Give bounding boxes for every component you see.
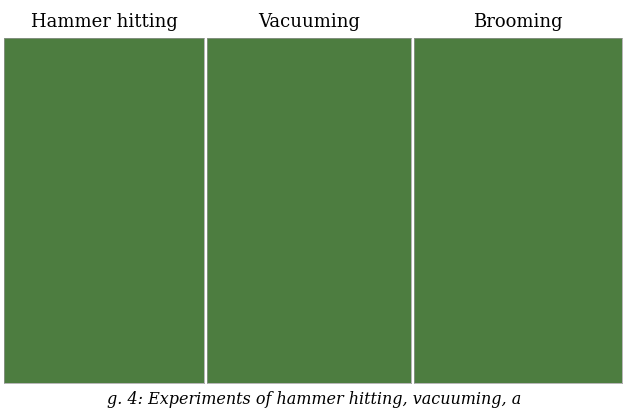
Text: Brooming: Brooming [473,13,563,31]
Text: Hammer hitting: Hammer hitting [31,13,178,31]
Text: Vacuuming: Vacuuming [258,13,360,31]
Text: g. 4: Experiments of hammer hitting, vacuuming, a: g. 4: Experiments of hammer hitting, vac… [107,391,521,409]
